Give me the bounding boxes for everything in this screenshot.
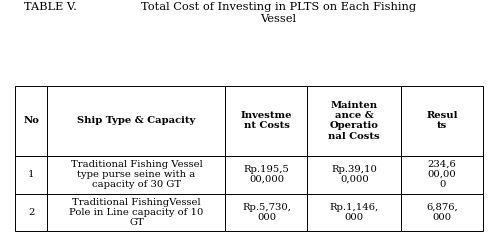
Bar	[47, 194, 225, 231]
Text: 1: 1	[28, 170, 34, 179]
Text: Ship Type & Capacity: Ship Type & Capacity	[77, 116, 196, 126]
Bar	[225, 156, 307, 194]
Bar	[225, 194, 307, 231]
Text: TABLE V.: TABLE V.	[24, 2, 77, 12]
Text: Rp.5,730,
000: Rp.5,730, 000	[242, 203, 291, 222]
Bar	[401, 194, 483, 231]
Text: Investme
nt Costs: Investme nt Costs	[241, 111, 292, 131]
Bar	[15, 194, 47, 231]
Text: No: No	[23, 116, 39, 126]
Bar	[15, 86, 47, 156]
Bar	[15, 156, 47, 194]
Text: Mainten
ance &
Operatio
nal Costs: Mainten ance & Operatio nal Costs	[328, 101, 380, 140]
Bar	[47, 156, 225, 194]
Text: Traditional FishingVessel
Pole in Line capacity of 10
GT: Traditional FishingVessel Pole in Line c…	[69, 198, 203, 227]
Text: 6,876,
000: 6,876, 000	[426, 203, 458, 222]
Text: Resul
ts: Resul ts	[427, 111, 458, 131]
Bar	[401, 156, 483, 194]
Text: Rp.1,146,
000: Rp.1,146, 000	[330, 203, 379, 222]
Text: Rp.39,10
0,000: Rp.39,10 0,000	[331, 165, 377, 184]
Text: Total Cost of Investing in PLTS on Each Fishing
Vessel: Total Cost of Investing in PLTS on Each …	[141, 2, 416, 24]
Text: 2: 2	[28, 208, 34, 217]
Bar	[307, 156, 401, 194]
Text: Traditional Fishing Vessel
type purse seine with a
capacity of 30 GT: Traditional Fishing Vessel type purse se…	[71, 160, 203, 189]
Bar	[47, 86, 225, 156]
Text: 234,6
00,00
0: 234,6 00,00 0	[428, 160, 456, 189]
Bar	[401, 86, 483, 156]
Bar	[307, 86, 401, 156]
Bar	[307, 194, 401, 231]
Bar	[225, 86, 307, 156]
Text: Rp.195,5
00,000: Rp.195,5 00,000	[244, 165, 289, 184]
